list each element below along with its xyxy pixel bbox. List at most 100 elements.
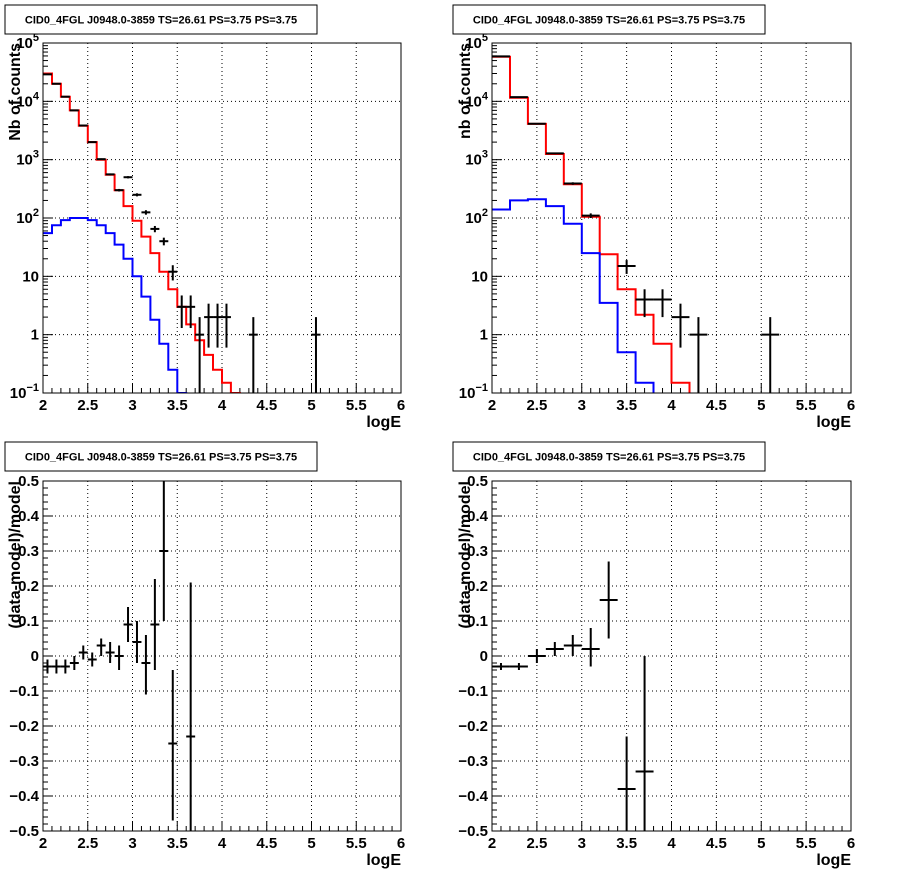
y-tick-base: 10: [465, 210, 482, 227]
y-tick-label: 103: [465, 149, 488, 169]
y-axis-title: (data-model)/model: [7, 481, 24, 629]
data-point: [653, 289, 672, 318]
panel-residuals-fine-bins: CID0_4FGL J0948.0-3859 TS=26.61 PS=3.75 …: [4, 441, 405, 869]
x-tick-label: 5: [307, 835, 315, 852]
y-tick-label: 0.1: [467, 613, 488, 630]
y-tick-label: −0.3: [9, 753, 39, 770]
x-tick-label: 3.5: [616, 835, 637, 852]
data-point: [96, 638, 106, 656]
y-tick-label: −0.5: [458, 823, 488, 840]
data-point: [761, 317, 780, 393]
y-tick-exponent: 3: [482, 149, 488, 161]
x-axis-title: logE: [816, 852, 851, 869]
data-point: [492, 663, 510, 670]
y-tick-label: 105: [465, 32, 488, 52]
y-tick-base: 10: [16, 93, 33, 110]
chart-title: CID0_4FGL J0948.0-3859 TS=26.61 PS=3.75 …: [25, 452, 297, 464]
data-point: [114, 645, 124, 670]
y-axis-title: nb of counts: [457, 43, 474, 139]
y-tick-label: −0.2: [458, 718, 488, 735]
x-tick-label: 5.5: [346, 835, 367, 852]
y-tick-label: −0.5: [9, 823, 39, 840]
data-point: [527, 122, 546, 125]
data-point: [69, 656, 79, 670]
x-tick-label: 5.5: [796, 397, 817, 414]
panel-residuals-coarse-bins: CID0_4FGL J0948.0-3859 TS=26.61 PS=3.75 …: [452, 441, 855, 869]
y-tick-label: 0.3: [467, 543, 488, 560]
data-point: [617, 260, 636, 274]
plot-frame: [491, 42, 852, 394]
data-point: [563, 182, 582, 185]
x-tick-label: 2: [39, 397, 47, 414]
data-point: [69, 109, 79, 112]
data-layer: [492, 561, 654, 831]
y-tick-base: 10: [465, 152, 482, 169]
y-tick-label: −0.3: [458, 753, 488, 770]
y-tick-label: 0.5: [18, 473, 39, 490]
y-tick-label: −0.2: [9, 718, 39, 735]
model-total-histogram: [43, 72, 241, 393]
x-tick-label: 3.5: [616, 397, 637, 414]
y-tick-label: 103: [16, 149, 39, 169]
x-axis-title: logE: [366, 414, 401, 431]
data-layer: [492, 55, 780, 393]
data-point: [186, 582, 196, 831]
data-point: [114, 188, 124, 192]
data-point: [105, 642, 115, 663]
title-box: [4, 441, 318, 472]
x-tick-label: 3.5: [167, 397, 188, 414]
y-axis-title: (data-model)/model: [457, 481, 474, 629]
data-point: [195, 317, 205, 393]
chart-title: CID0_4FGL J0948.0-3859 TS=26.61 PS=3.75 …: [473, 15, 745, 27]
data-point: [599, 561, 618, 639]
data-point: [123, 176, 133, 179]
x-tick-label: 5.5: [796, 835, 817, 852]
x-tick-label: 4.5: [256, 835, 277, 852]
y-tick-base: 10: [16, 35, 33, 52]
data-point: [78, 124, 88, 127]
data-point: [159, 237, 169, 246]
x-tick-label: 6: [847, 397, 855, 414]
data-point: [141, 210, 151, 215]
x-tick-label: 4: [667, 397, 676, 414]
data-point: [132, 193, 142, 197]
y-tick-exponent: 4: [33, 90, 40, 102]
y-tick-base: 10: [16, 152, 33, 169]
y-tick-exponent: −1: [26, 382, 39, 394]
data-point: [141, 635, 151, 695]
data-point: [168, 670, 178, 821]
data-point: [222, 303, 231, 348]
y-tick-label: 10−1: [459, 382, 488, 402]
y-tick-label: 1: [480, 327, 488, 344]
x-tick-label: 5: [757, 397, 765, 414]
data-point: [177, 295, 187, 329]
x-tick-label: 6: [397, 835, 405, 852]
data-point: [248, 317, 258, 393]
x-tick-label: 2: [39, 835, 47, 852]
x-axis-title: logE: [816, 414, 851, 431]
y-tick-label: 102: [16, 207, 39, 227]
data-point: [168, 265, 178, 281]
plot-frame: [42, 480, 402, 832]
y-tick-base: 10: [465, 35, 482, 52]
data-point: [60, 659, 70, 674]
data-point: [617, 736, 636, 831]
data-point: [96, 158, 106, 161]
x-tick-label: 4: [218, 397, 227, 414]
y-tick-base: 10: [459, 385, 476, 402]
model-total-histogram: [492, 55, 691, 393]
title-box: [4, 4, 318, 35]
x-tick-label: 2.5: [526, 835, 547, 852]
data-layer: [43, 72, 321, 393]
x-tick-label: 3: [578, 397, 586, 414]
x-tick-label: 2: [488, 835, 496, 852]
y-tick-label: 10−1: [10, 382, 39, 402]
y-tick-label: −0.1: [458, 683, 488, 700]
data-point: [689, 317, 708, 393]
data-point: [635, 656, 654, 831]
data-point: [545, 152, 564, 155]
x-tick-label: 6: [847, 835, 855, 852]
data-point: [204, 303, 214, 348]
y-tick-label: 104: [465, 90, 489, 110]
y-tick-label: 0.1: [18, 613, 39, 630]
